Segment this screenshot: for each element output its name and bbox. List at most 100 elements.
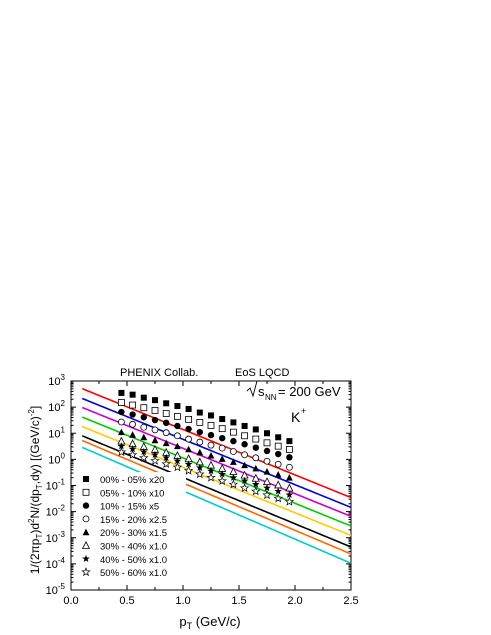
data-point [129, 431, 136, 438]
data-point [274, 487, 282, 495]
data-point [172, 462, 183, 472]
data-point [173, 432, 181, 440]
data-point [161, 458, 171, 468]
x-axis-label: pT (GeV/c) [179, 614, 240, 631]
data-point [252, 444, 259, 451]
data-points [116, 389, 295, 506]
data-point [274, 442, 282, 450]
x-tick-label: 0.5 [119, 595, 134, 607]
data-point [263, 447, 271, 455]
data-point [241, 422, 248, 429]
data-point [183, 465, 194, 475]
data-point [274, 460, 282, 468]
y-tick-label: 100 [48, 451, 65, 466]
data-point [185, 415, 193, 423]
particle-sup: + [301, 406, 306, 416]
legend-entry: 00% - 05% x20 [100, 475, 164, 486]
data-point [208, 412, 214, 419]
curve-series-1 [81, 387, 352, 499]
y-tick-label: 10-1 [46, 478, 66, 493]
data-point [207, 431, 215, 439]
annotation-eos: EoS LQCD [235, 367, 289, 379]
data-point [151, 436, 159, 444]
energy-main: s [258, 384, 265, 399]
data-point [241, 441, 248, 448]
y-tick-label: 102 [48, 399, 65, 414]
data-point [185, 435, 193, 443]
data-point [285, 446, 293, 453]
data-point [229, 428, 237, 436]
data-point [184, 460, 193, 468]
legend-marker [82, 488, 90, 496]
data-point [207, 441, 215, 449]
sqrt-sign [246, 380, 272, 398]
points-series-4 [118, 418, 293, 471]
data-point [274, 480, 283, 489]
data-point [129, 420, 137, 428]
legend-marker [81, 541, 91, 549]
data-point [195, 469, 205, 479]
data-point [151, 450, 159, 459]
curve-series-7 [81, 439, 352, 555]
data-point [163, 419, 170, 427]
data-point [252, 435, 260, 443]
data-point [116, 447, 127, 457]
legend-entry: 30% - 40% x1.0 [100, 542, 167, 553]
energy-rest: = 200 GeV [278, 384, 341, 399]
data-point [206, 472, 216, 482]
data-point [118, 418, 125, 426]
y-tick-label: 10-5 [46, 582, 66, 597]
y-tick-label: 10-3 [46, 530, 66, 545]
data-point [163, 400, 170, 407]
data-point [127, 449, 138, 459]
data-point [228, 479, 239, 489]
data-point [275, 434, 282, 441]
data-point [118, 428, 125, 436]
legend-marker [83, 476, 89, 482]
data-point [196, 448, 204, 456]
legend-entry: 20% - 30% x1.5 [100, 528, 167, 539]
data-point [252, 464, 260, 472]
data-point [162, 439, 170, 447]
data-point [263, 484, 271, 492]
data-point [274, 471, 282, 478]
x-tick-label: 2.0 [287, 595, 302, 607]
data-point [285, 490, 294, 499]
data-point [207, 466, 215, 475]
data-point [219, 434, 226, 442]
points-series-7 [117, 442, 294, 499]
data-point [129, 411, 136, 418]
curve-series-2 [81, 397, 352, 509]
data-point [185, 445, 192, 453]
data-point [152, 397, 158, 404]
legend-entry: 40% - 50% x1.0 [100, 555, 167, 566]
data-point [263, 468, 271, 475]
data-point [286, 438, 293, 445]
data-point [240, 476, 249, 485]
data-point [173, 413, 181, 420]
data-point [174, 442, 181, 450]
data-point [218, 470, 226, 478]
points-series-5 [118, 428, 293, 481]
data-point [128, 444, 137, 453]
curve-series-6 [81, 435, 352, 548]
legend-marker [81, 567, 91, 577]
legend-entry: 50% - 60% x1.0 [100, 568, 167, 579]
data-point [273, 493, 283, 503]
data-point [173, 456, 182, 465]
particle-main: K [291, 409, 301, 425]
data-point [218, 425, 226, 433]
legend-entry: 10% - 15% x5 [100, 502, 159, 513]
energy-sub: NN [265, 393, 277, 402]
legend-marker [82, 528, 90, 536]
data-point [239, 483, 250, 493]
annotation-particle: K + [291, 406, 306, 425]
data-point [251, 486, 261, 496]
annotation-collab: PHENIX Collab. [120, 367, 198, 379]
data-point [241, 451, 249, 459]
data-point [196, 438, 204, 446]
data-point [284, 496, 295, 506]
data-point [196, 428, 203, 436]
points-series-2 [118, 399, 293, 453]
